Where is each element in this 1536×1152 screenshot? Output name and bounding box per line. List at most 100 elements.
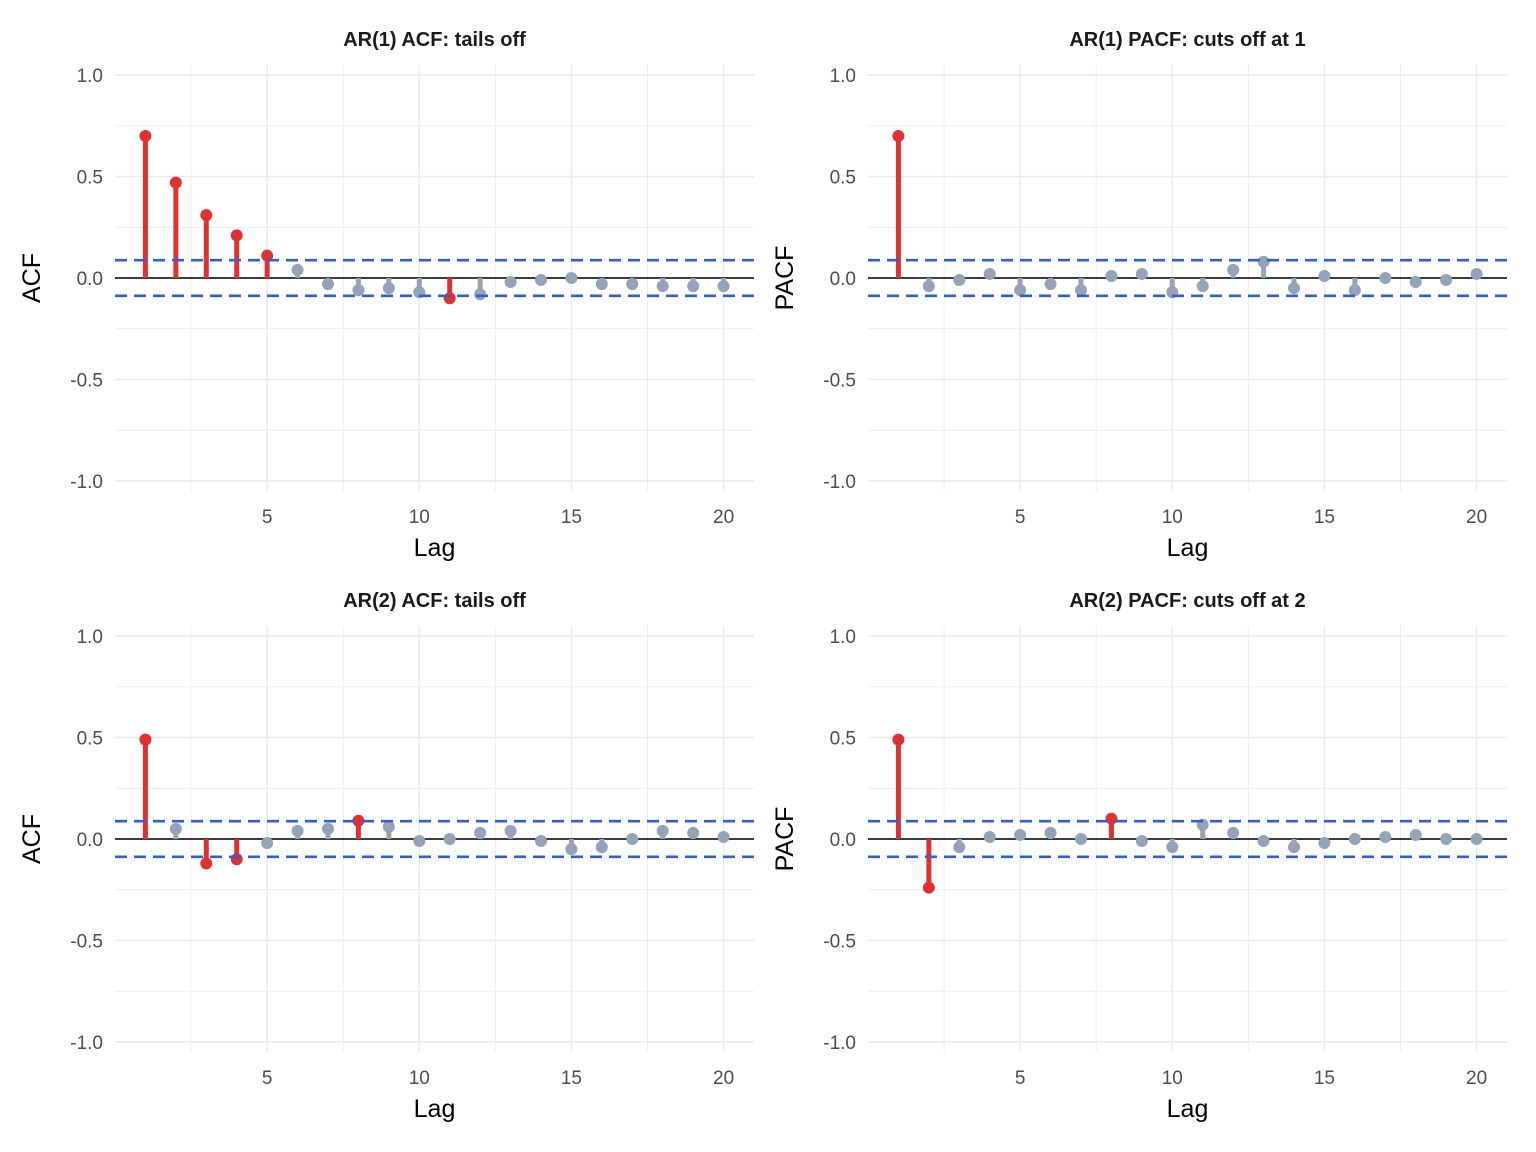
panel-4-title: AR(2) PACF: cuts off at 2 [1069,590,1305,612]
panel-1-point-lag-1 [139,130,152,142]
panel-3-point-lag-4 [230,853,243,866]
panel-1-x-tick-label: 15 [561,507,582,528]
panel-4-point-lag-5 [1014,828,1027,841]
panel-3-point-lag-9 [382,820,395,833]
panel-4-x-tick-label: 20 [1466,1068,1487,1089]
panel-3-y-axis-label: ACF [18,814,46,864]
panel-1-x-tick-label: 10 [409,507,430,528]
panel-2-y-tick-label: -1.0 [823,472,856,493]
panel-3-x-tick-label: 5 [262,1068,273,1089]
panel-2-x-tick-label: 10 [1162,507,1183,528]
panel-4-point-lag-1 [892,733,905,746]
panel-3-point-lag-13 [504,824,517,837]
panel-3-point-lag-18 [656,824,669,837]
panel-1-y-tick-label: 0.5 [77,168,103,189]
panel-3-marks [139,733,730,870]
panel-2-y-tick-label: -0.5 [823,370,856,391]
panel-1-point-lag-16 [595,278,608,291]
panel-1-point-lag-15 [565,272,578,284]
panel-2-x-tick-label: 15 [1314,507,1335,528]
panel-2-point-lag-13 [1257,255,1270,268]
panel-2-title: AR(1) PACF: cuts off at 1 [1069,29,1305,51]
panel-4-point-lag-12 [1227,826,1240,839]
panel-4-point-lag-13 [1257,835,1270,848]
panel-3-point-lag-1 [139,733,152,746]
panel-3-y-tick-label: -1.0 [70,1033,103,1054]
panel-4-y-axis-label: PACF [771,807,799,872]
panel-2-marks [892,130,1483,299]
panel-3-point-lag-10 [413,835,426,848]
panel-2-point-lag-16 [1348,284,1361,297]
panel-4-point-lag-7 [1075,833,1087,845]
panel-4-point-lag-3 [953,841,966,854]
panel-4-point-lag-8 [1105,812,1118,825]
panel-2-point-lag-14 [1288,282,1300,295]
panel-1-x-tick-label: 5 [262,507,273,528]
panel-4-y-tick-label: -0.5 [823,931,856,952]
panel-2-point-lag-5 [1014,284,1027,297]
panel-4-point-lag-17 [1379,830,1392,843]
panel-3-point-lag-17 [626,833,639,845]
panel-4-point-lag-4 [983,830,996,843]
panel-1: -1.0 -0.5 0.0 0.5 1.0 5 10 15 20 AR(1) ACF: tails… [18,29,754,562]
panel-3-point-lag-20 [717,830,730,843]
panel-3-x-axis-label: Lag [414,1095,456,1123]
panel-3-y-tick-label: 0.0 [77,830,103,851]
panel-1-point-lag-4 [230,229,243,242]
panel-3-title: AR(2) ACF: tails off [343,590,526,612]
panel-1-y-tick-label: 1.0 [77,66,103,87]
panel-4-x-tick-label: 5 [1015,1068,1026,1089]
panel-1-point-lag-9 [382,282,395,295]
panel-4-point-lag-16 [1348,833,1361,845]
panel-2-y-axis-label: PACF [771,246,799,311]
panel-1-marks [139,130,730,305]
panel-2-point-lag-18 [1409,276,1422,289]
panel-1-point-lag-12 [474,288,487,301]
panel-2-x-tick-label: 5 [1015,507,1026,528]
panel-3-point-lag-11 [443,833,456,845]
panel-3-x-tick-label: 10 [409,1068,430,1089]
panel-4-point-lag-15 [1318,837,1331,850]
panel-1-y-tick-label: -1.0 [70,472,103,493]
panel-4-point-lag-20 [1470,833,1483,845]
panel-3-point-lag-7 [322,822,334,835]
panel-4-point-lag-18 [1409,828,1422,841]
panel-2-point-lag-12 [1227,263,1240,276]
panel-1-y-axis-label: ACF [18,253,46,303]
panel-1-x-tick-label: 20 [713,507,734,528]
panel-1-point-lag-11 [443,292,456,305]
panel-1-point-lag-5 [261,249,274,262]
panel-1-point-lag-20 [717,280,730,293]
panel-3-y-tick-label: 0.5 [77,729,103,750]
panel-2-point-lag-20 [1470,267,1483,280]
panel-2-point-lag-7 [1075,284,1087,297]
panel-4-marks [892,733,1483,894]
panel-2-point-lag-3 [953,274,966,287]
panel-3-point-lag-19 [687,826,700,839]
panel-3-x-tick-label: 15 [561,1068,582,1089]
panel-4-y-tick-label: 0.5 [830,729,856,750]
panel-3-point-lag-8 [352,814,365,827]
panel-2-point-lag-9 [1135,267,1148,280]
panel-1-point-lag-17 [626,278,639,291]
panel-1-point-lag-3 [200,209,213,222]
panel-1-point-lag-7 [322,278,334,291]
panel-1-point-lag-18 [656,280,669,293]
panel-4-point-lag-2 [922,881,935,894]
panel-3-x-tick-label: 20 [713,1068,734,1089]
panel-3-point-lag-16 [595,841,608,854]
panel-3-y-tick-label: -0.5 [70,931,103,952]
panel-2-point-lag-8 [1105,269,1118,282]
panel-3-point-lag-12 [474,826,487,839]
panel-1-x-axis-label: Lag [414,534,456,562]
panel-3-y-tick-label: 1.0 [77,627,103,648]
panel-1-point-lag-19 [687,280,700,293]
panel-2-x-tick-label: 20 [1466,507,1487,528]
panel-2-y-tick-label: 0.0 [830,269,856,290]
panel-4-x-axis-label: Lag [1167,1095,1209,1123]
panel-4-y-tick-label: -1.0 [823,1033,856,1054]
panel-1-point-lag-6 [291,263,304,276]
panel-3-point-lag-2 [169,822,182,835]
panel-1-point-lag-2 [169,176,182,189]
